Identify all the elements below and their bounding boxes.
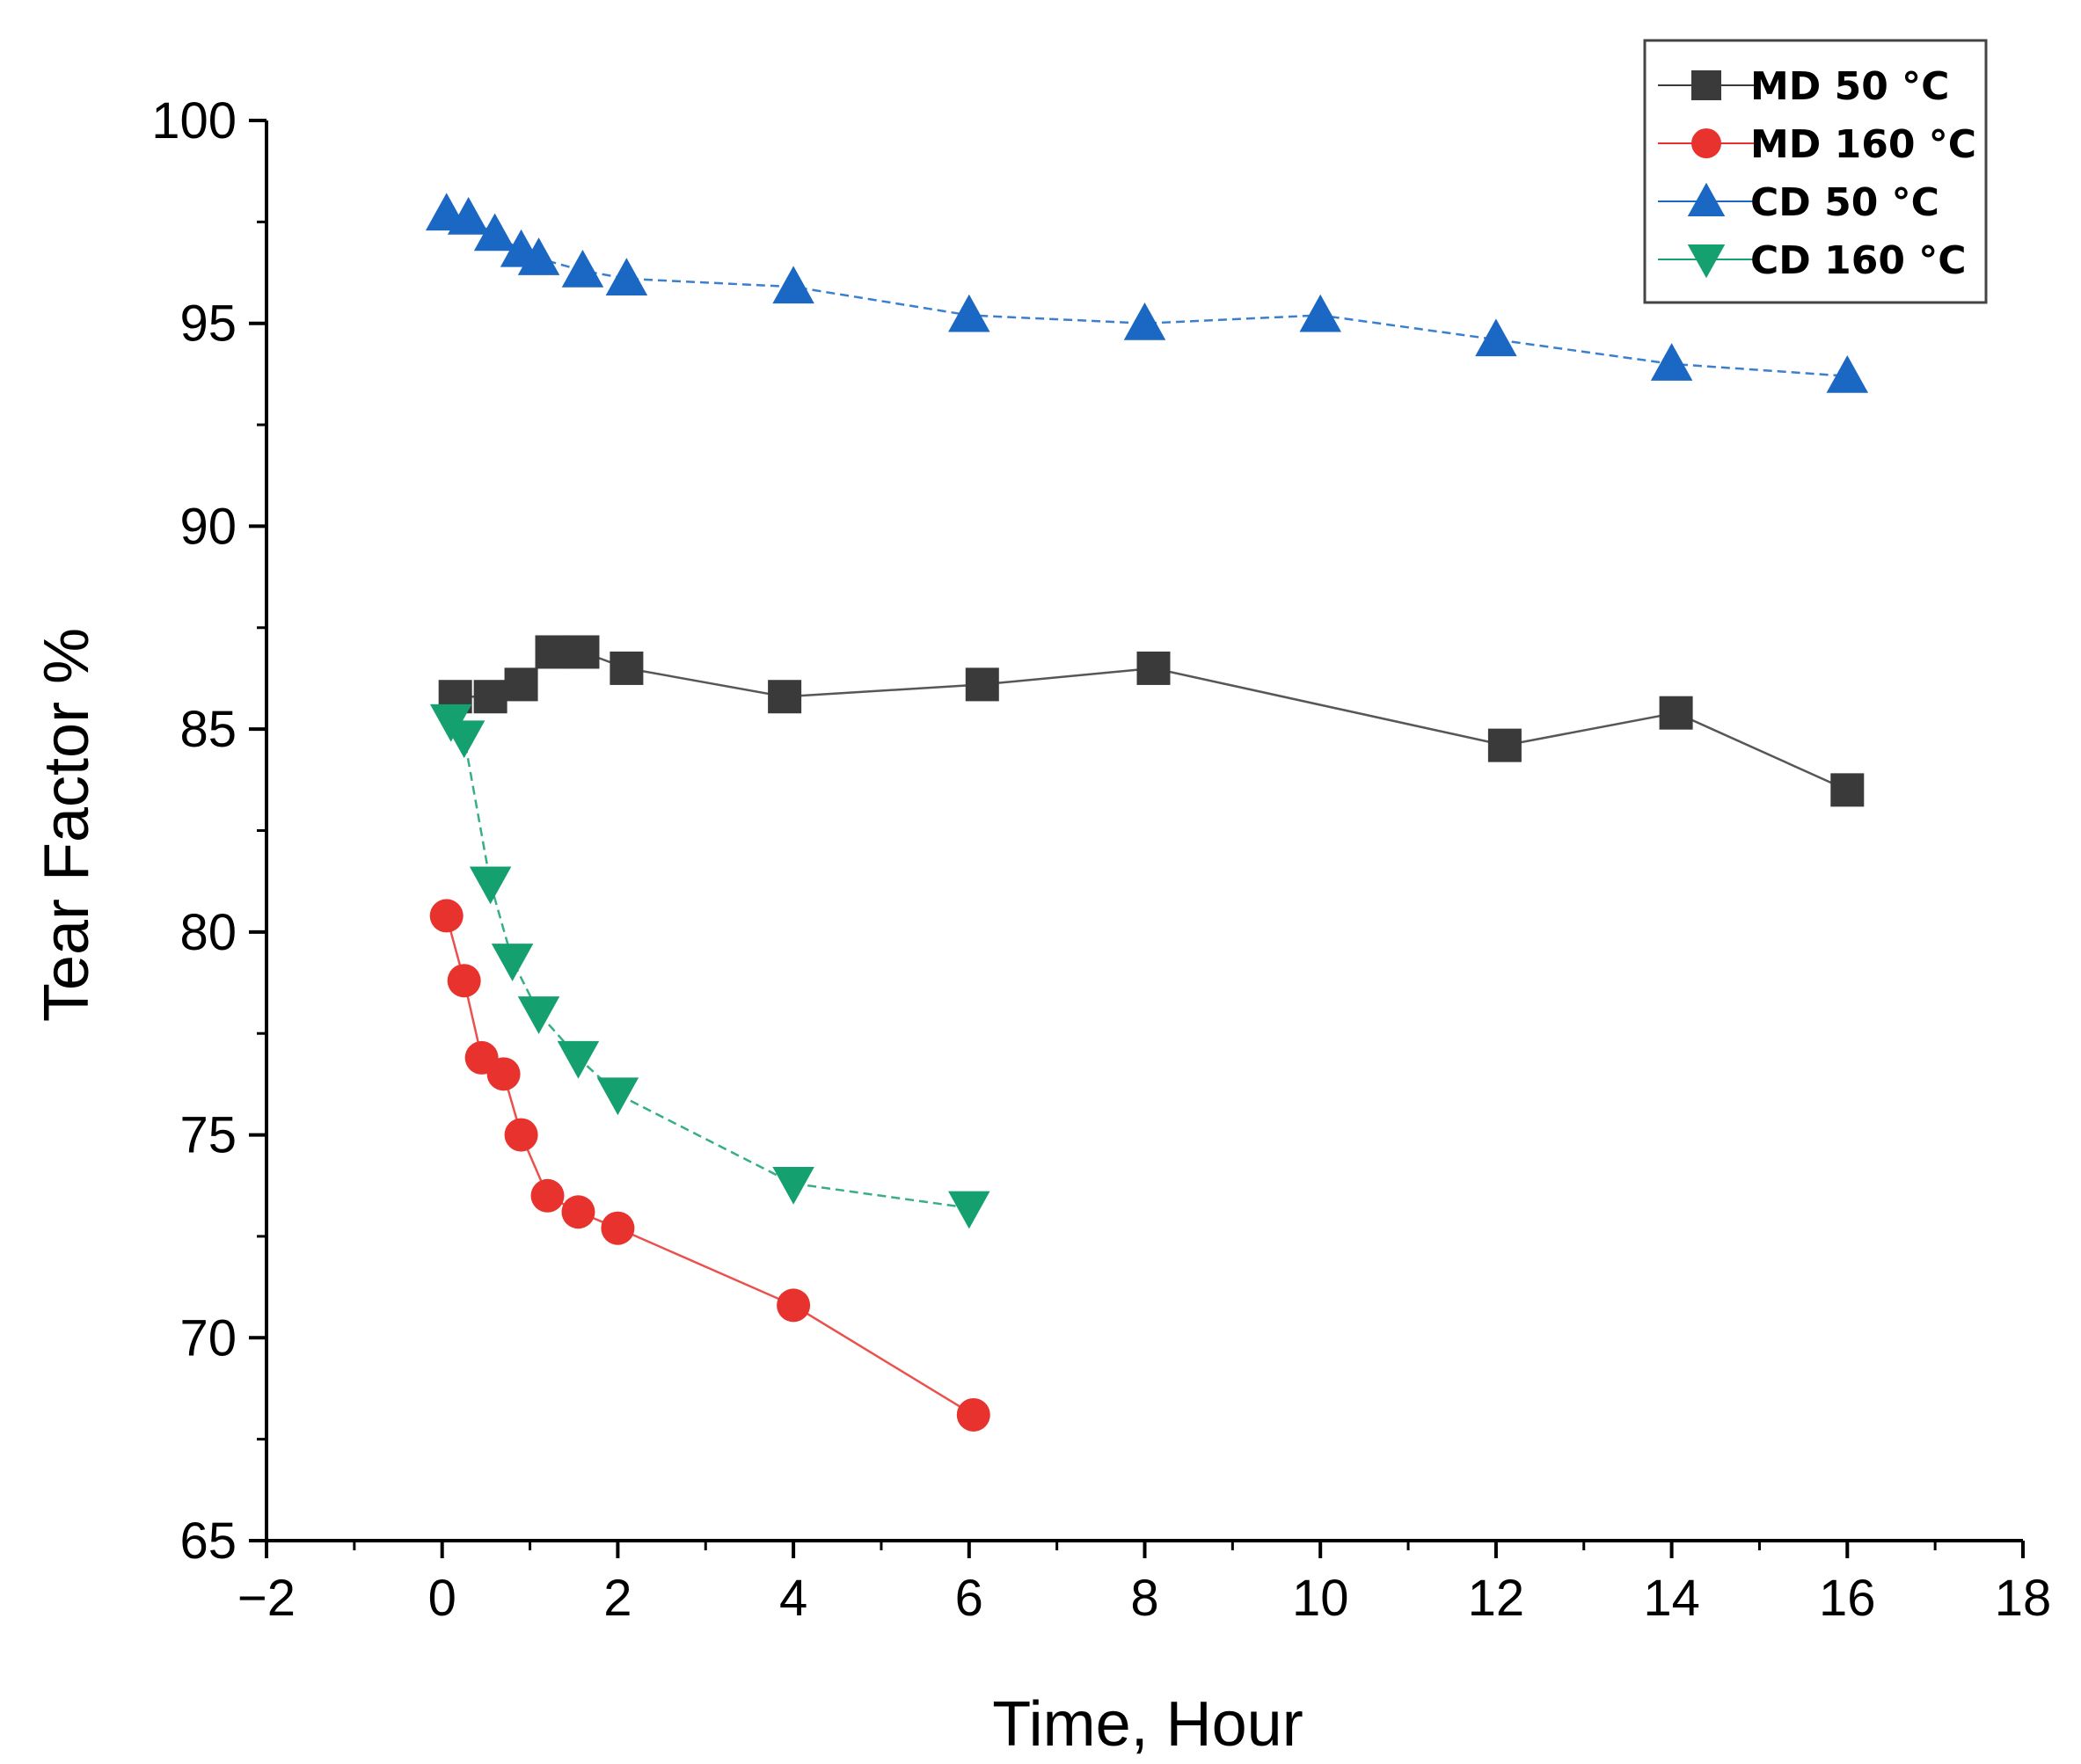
- data-point: [429, 899, 464, 933]
- data-point: [517, 237, 560, 275]
- legend-label: CD 50 °C: [1750, 180, 1939, 225]
- data-point: [1123, 302, 1166, 340]
- x-tick-label: 8: [1130, 1570, 1158, 1627]
- data-point: [473, 680, 507, 714]
- x-tick-label: −2: [237, 1570, 296, 1627]
- data-point: [1830, 773, 1865, 807]
- series-cd-50-c: [425, 193, 1869, 393]
- series-line: [445, 915, 975, 1417]
- legend-label: MD 50 °C: [1750, 64, 1949, 109]
- x-tick-label: 14: [1643, 1570, 1700, 1627]
- data-point: [473, 213, 516, 251]
- legend-marker: [1687, 182, 1726, 216]
- data-point: [561, 249, 604, 288]
- data-point: [772, 266, 814, 304]
- legend-marker: [1687, 244, 1726, 279]
- data-point: [447, 964, 481, 998]
- x-tick-label: 2: [603, 1570, 632, 1627]
- data-point: [1826, 354, 1869, 393]
- legend-marker: [1691, 128, 1721, 158]
- data-point: [1487, 728, 1522, 762]
- data-point: [530, 1178, 565, 1213]
- x-tick-label: 18: [1995, 1570, 2052, 1627]
- data-point: [561, 1195, 595, 1229]
- x-tick-label: 0: [428, 1570, 456, 1627]
- data-point: [956, 1397, 990, 1432]
- y-tick-label: 65: [179, 1513, 237, 1570]
- series-cd-160-c: [429, 703, 990, 1229]
- series-layer: [425, 193, 1869, 1432]
- data-point: [469, 866, 512, 905]
- data-point: [768, 680, 802, 714]
- y-tick-label: 90: [179, 498, 237, 555]
- y-tick-label: 85: [179, 701, 237, 758]
- data-point: [1650, 343, 1693, 381]
- x-tick-label: 4: [779, 1570, 807, 1627]
- data-point: [486, 1057, 521, 1091]
- data-point: [535, 635, 569, 669]
- legend-marker: [1691, 70, 1721, 100]
- data-point: [447, 196, 490, 235]
- data-point: [948, 294, 990, 332]
- data-point: [948, 1191, 990, 1229]
- x-axis-label: Time, Hour: [992, 1689, 1303, 1760]
- x-tick-label: 10: [1292, 1570, 1349, 1627]
- y-axis-label: Tear Factor %: [32, 628, 102, 1022]
- x-tick-label: 16: [1819, 1570, 1876, 1627]
- data-point: [557, 1040, 600, 1079]
- data-point: [491, 944, 534, 981]
- data-point: [601, 1211, 635, 1245]
- data-point: [965, 667, 999, 702]
- legend-label: CD 160 °C: [1750, 238, 1967, 283]
- data-point: [772, 1166, 814, 1205]
- data-point: [517, 996, 560, 1034]
- legend: MD 50 °C MD 160 °C CD 50 °C CD 160 °C: [1643, 39, 1988, 304]
- series-line: [446, 212, 1848, 377]
- data-point: [442, 720, 486, 759]
- data-point: [605, 258, 648, 295]
- series-line: [449, 720, 969, 1209]
- y-tick-label: 100: [151, 92, 237, 149]
- data-point: [504, 1118, 538, 1152]
- legend-label: MD 160 °C: [1750, 122, 1976, 167]
- series-md-50-c: [438, 635, 1865, 807]
- y-tick-label: 80: [179, 904, 237, 961]
- data-point: [566, 635, 600, 669]
- y-tick-label: 95: [179, 295, 237, 353]
- data-point: [1136, 651, 1171, 685]
- data-point: [596, 1077, 639, 1116]
- data-point: [610, 651, 644, 685]
- series-md-160-c: [429, 899, 990, 1432]
- data-point: [1299, 294, 1341, 332]
- data-point: [504, 667, 538, 702]
- x-tick-label: 6: [955, 1570, 983, 1627]
- x-tick-label: 12: [1468, 1570, 1525, 1627]
- y-tick-label: 70: [179, 1309, 237, 1367]
- y-tick-label: 75: [179, 1107, 237, 1164]
- data-point: [1659, 696, 1693, 730]
- data-point: [1475, 318, 1517, 357]
- data-point: [777, 1288, 811, 1323]
- axes: −2 0 2 4 6 8 10 12 14 16 18 65 70 75 80 85 90 95 100: [151, 92, 2051, 1627]
